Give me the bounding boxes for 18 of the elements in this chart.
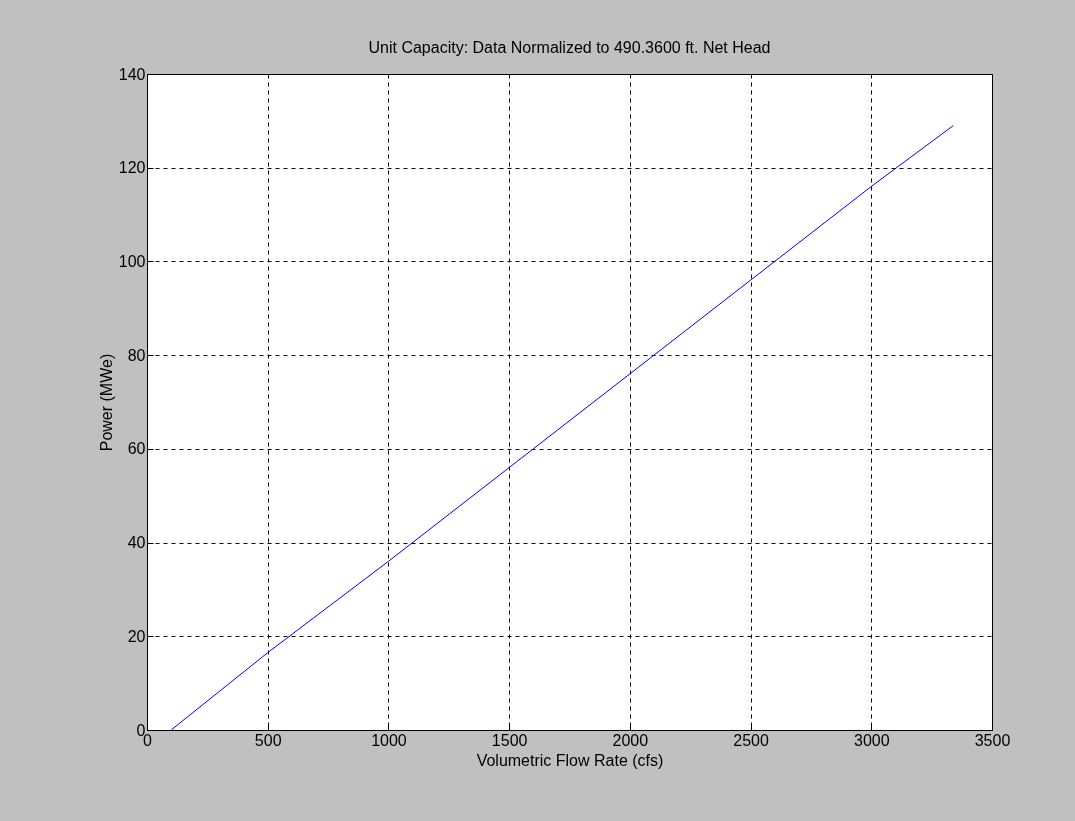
x-tick-label: 1500 (491, 731, 528, 749)
line-series (170, 125, 954, 730)
y-tick-label: 60 (127, 440, 146, 458)
x-axis-title: Volumetric Flow Rate (cfs) (476, 751, 664, 769)
y-axis-title: Power (MWe) (97, 353, 115, 452)
y-tick-label: 100 (118, 252, 146, 270)
chart-title: Unit Capacity: Data Normalized to 490.3600 ft. Net Head (368, 39, 771, 56)
x-tick-label: 500 (254, 731, 282, 749)
x-tick-label: 2500 (733, 731, 769, 749)
x-tick-label: 1000 (371, 731, 407, 749)
y-tick-label: 80 (127, 346, 146, 364)
y-tick-label: 40 (127, 534, 146, 552)
x-tick-label: 2000 (612, 731, 649, 749)
y-tick-label: 120 (118, 159, 146, 177)
x-tick-label: 3000 (853, 731, 890, 749)
x-tick-label: 3500 (974, 731, 1011, 749)
y-tick-label: 140 (118, 65, 146, 83)
y-tick-label: 20 (127, 627, 146, 645)
